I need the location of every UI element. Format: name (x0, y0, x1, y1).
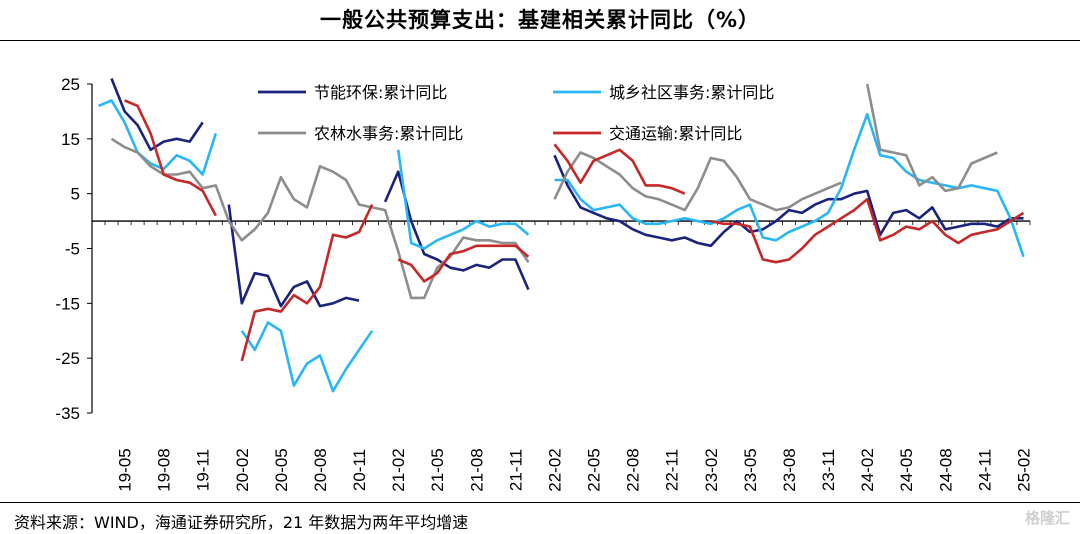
watermark: 格隆汇 (1024, 509, 1070, 527)
x-tick-label: 25-02 (1014, 448, 1033, 491)
legend-label-3: 农林水事务:累计同比 (314, 124, 463, 143)
x-tick-label: 19-11 (194, 449, 213, 491)
y-tick-label: -25 (55, 349, 80, 368)
x-tick-label: 24-02 (858, 448, 877, 491)
x-tick-label: 20-11 (350, 449, 369, 491)
legend-label-4: 交通运输:累计同比 (609, 124, 742, 143)
chart-title: 一般公共预算支出：基建相关累计同比（%） (319, 8, 761, 32)
x-tick-label: 20-02 (233, 448, 252, 491)
y-tick-label: 5 (71, 185, 80, 204)
legend-label-1: 节能环保:累计同比 (314, 83, 447, 102)
x-axis: 19-05 19-08 19-11 20-02 20-05 20-08 20-11 21-02… (91, 220, 1033, 492)
x-tick-label: 19-08 (155, 448, 174, 491)
y-tick-label: 15 (61, 130, 80, 149)
y-tick-label: 25 (61, 75, 80, 94)
series-line-2 (97, 99, 1025, 393)
title-rule (0, 40, 1080, 41)
x-tick-label: 23-08 (780, 448, 799, 491)
x-tick-label: 22-02 (545, 448, 564, 491)
x-tick-label: 22-05 (585, 448, 604, 491)
y-tick-label: -35 (55, 404, 80, 423)
x-tick-label: 19-05 (116, 448, 135, 491)
x-tick-label: 20-08 (311, 448, 330, 491)
x-tick-label: 21-02 (389, 448, 408, 491)
legend-label-2: 城乡社区事务:累计同比 (609, 83, 774, 102)
x-tick-label: 21-08 (467, 448, 486, 491)
y-tick-label: -15 (55, 294, 80, 313)
x-tick-label: 23-02 (702, 448, 721, 491)
x-tick-label: 20-05 (272, 448, 291, 491)
x-tick-label: 22-08 (624, 448, 643, 491)
x-tick-label: 24-11 (975, 449, 994, 491)
x-tick-label: 21-11 (506, 449, 525, 491)
x-tick-label: 23-05 (741, 448, 760, 491)
series-lines (97, 78, 1025, 393)
source-rule (0, 502, 1080, 503)
x-tick-label: 24-08 (936, 448, 955, 491)
source-note: 资料来源：WIND，海通证券研究所，21 年数据为两年平均增速 (14, 513, 469, 532)
series-line-4 (124, 99, 1025, 362)
x-tick-label: 22-11 (663, 449, 682, 491)
x-tick-label: 21-05 (428, 448, 447, 491)
y-tick-label: -5 (65, 240, 80, 259)
y-axis: 25 15 5 -5 -15 -25 -35 (55, 75, 93, 423)
series-line-3 (112, 84, 1024, 298)
x-tick-label: 23-11 (819, 449, 838, 491)
series-line-1 (110, 78, 1024, 308)
x-tick-label: 24-05 (897, 448, 916, 491)
